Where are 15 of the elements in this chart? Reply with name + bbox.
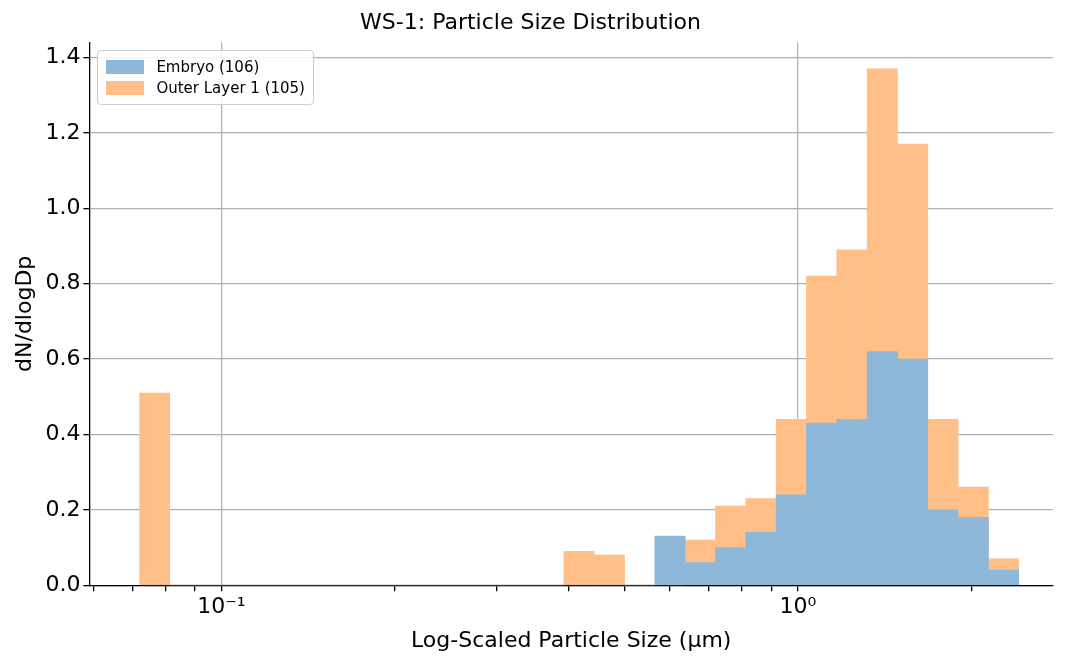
y-tick-label: 0.0 (45, 570, 81, 596)
x-tick-label: 10⁻¹ (197, 593, 246, 619)
y-tick-label: 0.6 (45, 344, 81, 370)
y-axis-title: dN/dlogDp (10, 255, 36, 372)
legend-label: Embryo (106) (156, 58, 260, 77)
legend-label: Outer Layer 1 (105) (156, 79, 305, 98)
y-tick-label: 1.0 (45, 193, 81, 219)
x-axis-title: Log-Scaled Particle Size (µm) (410, 626, 732, 652)
y-tick-label: 1.2 (45, 118, 81, 144)
y-tick-label: 0.2 (45, 495, 81, 521)
y-tick-label: 0.4 (45, 420, 81, 446)
chart-title: WS-1: Particle Size Distribution (360, 8, 701, 34)
x-tick-label: 10⁰ (779, 593, 817, 619)
y-tick-label: 0.8 (45, 269, 81, 295)
y-tick-label: 1.4 (45, 43, 81, 69)
